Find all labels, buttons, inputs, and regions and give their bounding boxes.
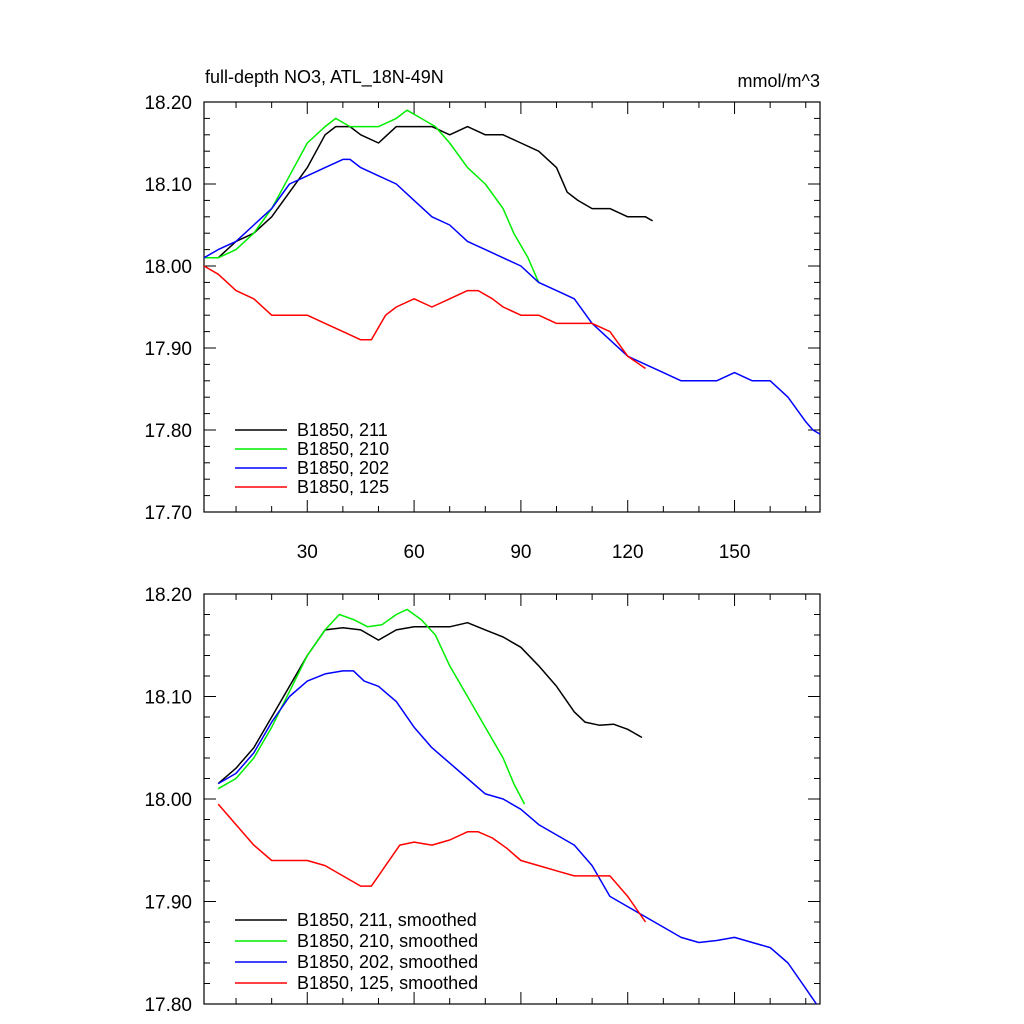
y-tick-label: 18.00 bbox=[144, 790, 192, 811]
top-series-group bbox=[203, 109, 821, 435]
legend-label: B1850, 125, smoothed bbox=[297, 973, 478, 993]
top-chart-title: full-depth NO3, ATL_18N-49N bbox=[205, 67, 444, 88]
legend-label: B1850, 210 bbox=[297, 439, 389, 459]
x-tick-label: 90 bbox=[510, 542, 531, 563]
series-line bbox=[203, 158, 821, 435]
legend-label: B1850, 202, smoothed bbox=[297, 952, 478, 972]
top-chart-units: mmol/m^3 bbox=[738, 71, 820, 91]
bottom-axis-ticks: 17.80 17.90 18.00 18.10 18.20 bbox=[144, 585, 820, 1016]
series-line bbox=[204, 125, 653, 259]
top-plot-frame bbox=[203, 101, 821, 513]
y-tick-label: 18.00 bbox=[144, 257, 192, 278]
series-line bbox=[217, 670, 818, 1005]
legend-label: B1850, 211 bbox=[297, 420, 388, 440]
legend-label: B1850, 210, smoothed bbox=[297, 931, 478, 951]
top-panel: full-depth NO3, ATL_18N-49N mmol/m^3 17.… bbox=[144, 67, 821, 563]
y-tick-label: 17.70 bbox=[144, 503, 192, 524]
x-tick-label: 60 bbox=[404, 542, 425, 563]
x-tick-label: 30 bbox=[297, 542, 318, 563]
y-tick-label: 17.80 bbox=[144, 421, 192, 442]
y-tick-label: 17.80 bbox=[144, 995, 192, 1016]
series-line bbox=[204, 109, 540, 283]
x-tick-label: 120 bbox=[612, 542, 644, 563]
legend-label: B1850, 125 bbox=[297, 477, 389, 497]
series-line bbox=[217, 621, 643, 785]
x-tick-label: 150 bbox=[719, 542, 751, 563]
series-line bbox=[203, 265, 646, 370]
y-tick-label: 18.20 bbox=[144, 93, 192, 114]
legend-label: B1850, 202 bbox=[297, 458, 389, 478]
y-tick-label: 17.90 bbox=[144, 893, 192, 914]
bottom-series-group bbox=[217, 608, 818, 1005]
series-line bbox=[217, 608, 526, 805]
y-tick-label: 17.90 bbox=[144, 339, 192, 360]
y-tick-label: 18.20 bbox=[144, 585, 192, 606]
legend-label: B1850, 211, smoothed bbox=[297, 910, 477, 930]
top-axis-ticks: 17.70 17.80 17.90 18.00 18.10 18.20 30 60 90 120 1… bbox=[144, 93, 820, 563]
y-tick-label: 18.10 bbox=[144, 175, 192, 196]
series-line bbox=[217, 803, 647, 923]
y-tick-label: 18.10 bbox=[144, 688, 192, 709]
bottom-panel: 17.80 17.90 18.00 18.10 18.20 B1850, 211, sm… bbox=[144, 585, 821, 1016]
